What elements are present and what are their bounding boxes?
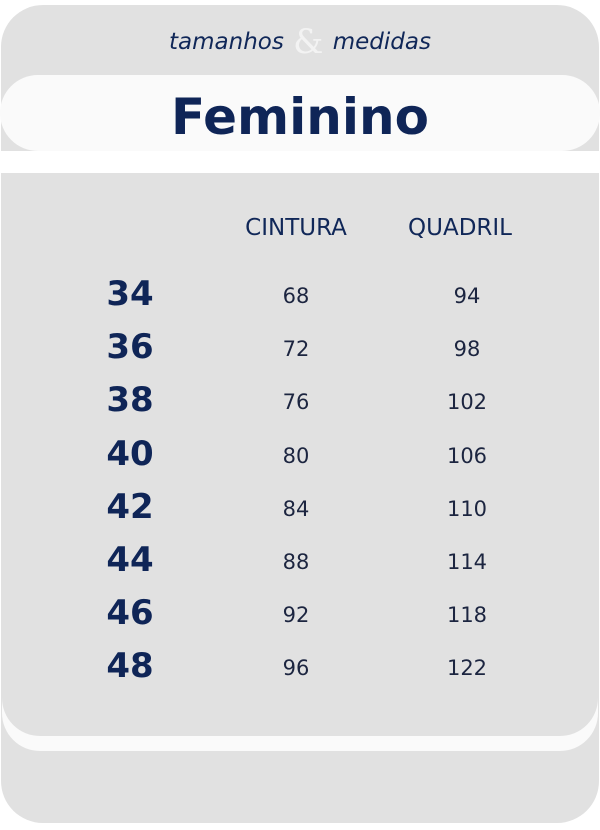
column-header-cintura: CINTURA — [245, 215, 347, 241]
quadril-cell: 102 — [446, 390, 488, 415]
column-header-quadril: QUADRIL — [408, 215, 512, 241]
cintura-cell: 88 — [282, 550, 310, 574]
quadril-cell: 114 — [446, 550, 488, 574]
subtitle-right: medidas — [332, 29, 431, 55]
size-cell: 34 — [106, 274, 154, 314]
divider-gap — [0, 151, 600, 173]
cintura-cell: 84 — [282, 496, 310, 521]
subtitle-left: tamanhos — [169, 29, 284, 55]
size-cell: 36 — [106, 327, 154, 368]
subtitle: tamanhos & medidas — [0, 22, 600, 62]
cintura-cell: 72 — [282, 337, 310, 362]
size-table-card — [2, 173, 598, 736]
quadril-cell: 94 — [453, 284, 481, 308]
size-cell: 38 — [106, 380, 154, 421]
cintura-cell: 96 — [282, 656, 310, 681]
quadril-cell: 98 — [453, 337, 481, 362]
size-cell: 42 — [106, 486, 154, 527]
size-cell: 48 — [106, 646, 154, 687]
size-cell: 40 — [106, 433, 154, 474]
quadril-cell: 110 — [446, 496, 488, 521]
ampersand-ornament: & — [293, 22, 324, 62]
size-cell: 46 — [106, 593, 154, 634]
cintura-cell: 68 — [282, 284, 310, 308]
quadril-cell: 122 — [446, 656, 488, 681]
size-cell: 44 — [106, 540, 154, 580]
title-band — [0, 75, 600, 151]
cintura-cell: 92 — [282, 603, 310, 628]
cintura-cell: 80 — [282, 443, 310, 468]
page-title: Feminino — [171, 88, 429, 146]
quadril-cell: 106 — [446, 443, 488, 468]
quadril-cell: 118 — [446, 603, 488, 628]
cintura-cell: 76 — [282, 390, 310, 415]
